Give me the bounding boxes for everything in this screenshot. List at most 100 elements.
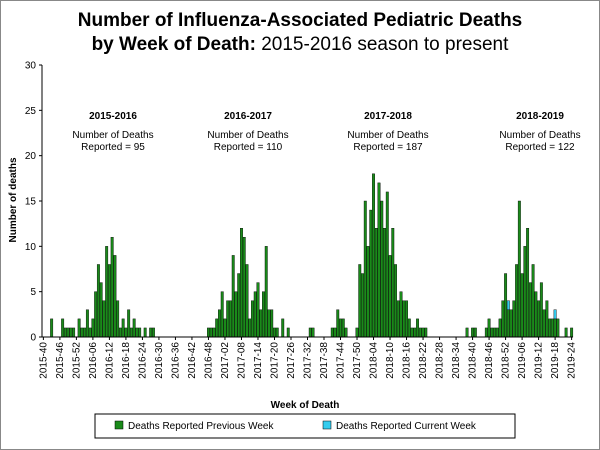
bar <box>218 309 221 338</box>
bar <box>355 327 359 338</box>
bar <box>526 227 530 338</box>
season-note: Reported = 187 <box>353 142 423 153</box>
y-tick-label: 25 <box>25 106 37 117</box>
bar <box>394 264 397 338</box>
x-tick-label: 2016-30 <box>154 342 165 379</box>
y-axis-label: Number of deaths <box>8 157 19 242</box>
x-tick-label: 2018-34 <box>451 342 462 379</box>
bar <box>207 327 210 338</box>
bar <box>308 327 312 338</box>
bar <box>534 291 538 338</box>
bar <box>253 291 257 338</box>
bar <box>504 273 508 338</box>
x-tick-label: 2018-40 <box>468 342 479 379</box>
bar <box>259 309 263 338</box>
bar <box>281 318 285 338</box>
x-tick-label: 2019-18 <box>550 342 561 379</box>
bar <box>509 309 513 338</box>
x-tick-label: 2016-48 <box>203 342 214 379</box>
bar <box>242 237 246 338</box>
bar <box>523 246 527 338</box>
bar <box>262 291 265 338</box>
bar <box>151 327 155 338</box>
bar <box>358 264 362 338</box>
bar <box>116 300 120 338</box>
bar <box>484 327 488 338</box>
bar <box>333 327 337 338</box>
legend-label: Deaths Reported Previous Week <box>128 421 274 432</box>
x-tick-label: 2018-28 <box>435 342 446 379</box>
bar <box>223 318 227 338</box>
bar <box>471 327 475 338</box>
x-tick-label: 2017-38 <box>319 342 330 379</box>
bar <box>50 318 54 338</box>
bar <box>388 255 392 338</box>
bar <box>113 255 117 338</box>
x-tick-label: 2015-52 <box>71 342 82 379</box>
bar <box>105 246 109 338</box>
y-tick-label: 20 <box>25 151 37 162</box>
bar <box>341 318 345 338</box>
bar <box>234 291 238 338</box>
bar <box>121 318 125 338</box>
season-label: 2015-2016 <box>89 111 137 122</box>
bar <box>231 255 235 338</box>
bar <box>421 327 425 338</box>
y-tick-label: 5 <box>30 287 36 298</box>
bar <box>564 327 568 338</box>
bar <box>286 327 290 338</box>
bar <box>275 327 279 338</box>
bar <box>528 282 532 338</box>
bar <box>110 237 114 338</box>
x-tick-label: 2015-46 <box>55 342 66 379</box>
bar <box>537 300 541 338</box>
bar <box>72 327 76 338</box>
x-tick-label: 2018-16 <box>402 342 413 379</box>
bar <box>520 273 524 338</box>
bar <box>63 327 67 338</box>
y-tick-label: 0 <box>30 333 36 344</box>
bar <box>473 327 477 338</box>
bar <box>548 318 552 338</box>
x-tick-label: 2015-40 <box>38 342 49 379</box>
x-tick-label: 2017-44 <box>336 342 347 379</box>
bar <box>94 291 98 338</box>
bar <box>226 300 230 338</box>
season-label: 2018-2019 <box>516 111 564 122</box>
subtitle-rest: 2015-2016 season to present <box>261 34 509 55</box>
bar <box>413 327 417 338</box>
bar <box>102 300 106 338</box>
bar <box>506 300 510 311</box>
bar <box>369 209 373 338</box>
season-note: Reported = 122 <box>505 142 575 153</box>
bar <box>550 318 554 338</box>
bar <box>80 327 84 338</box>
x-tick-label: 2016-36 <box>170 342 181 379</box>
bar <box>531 264 535 338</box>
bar <box>61 318 65 338</box>
bar <box>493 327 497 338</box>
bar <box>143 327 147 338</box>
bar <box>91 318 95 338</box>
bar <box>135 327 139 338</box>
bar <box>69 327 73 338</box>
season-note: Number of Deaths <box>347 130 428 141</box>
bar <box>542 309 546 338</box>
bar <box>212 327 216 338</box>
bar <box>391 227 395 338</box>
legend-label: Deaths Reported Current Week <box>336 421 477 432</box>
bar <box>209 327 213 338</box>
bar <box>416 318 419 338</box>
bar <box>465 327 469 338</box>
x-tick-label: 2018-22 <box>418 342 429 379</box>
bar <box>385 191 389 338</box>
bar <box>487 318 491 338</box>
bar <box>374 227 378 338</box>
bar <box>344 327 348 338</box>
bar <box>220 291 224 338</box>
bar <box>248 318 252 338</box>
x-tick-label: 2017-26 <box>286 342 297 379</box>
bar <box>215 318 219 338</box>
subtitle-bold: by Week of Death: <box>92 34 256 55</box>
